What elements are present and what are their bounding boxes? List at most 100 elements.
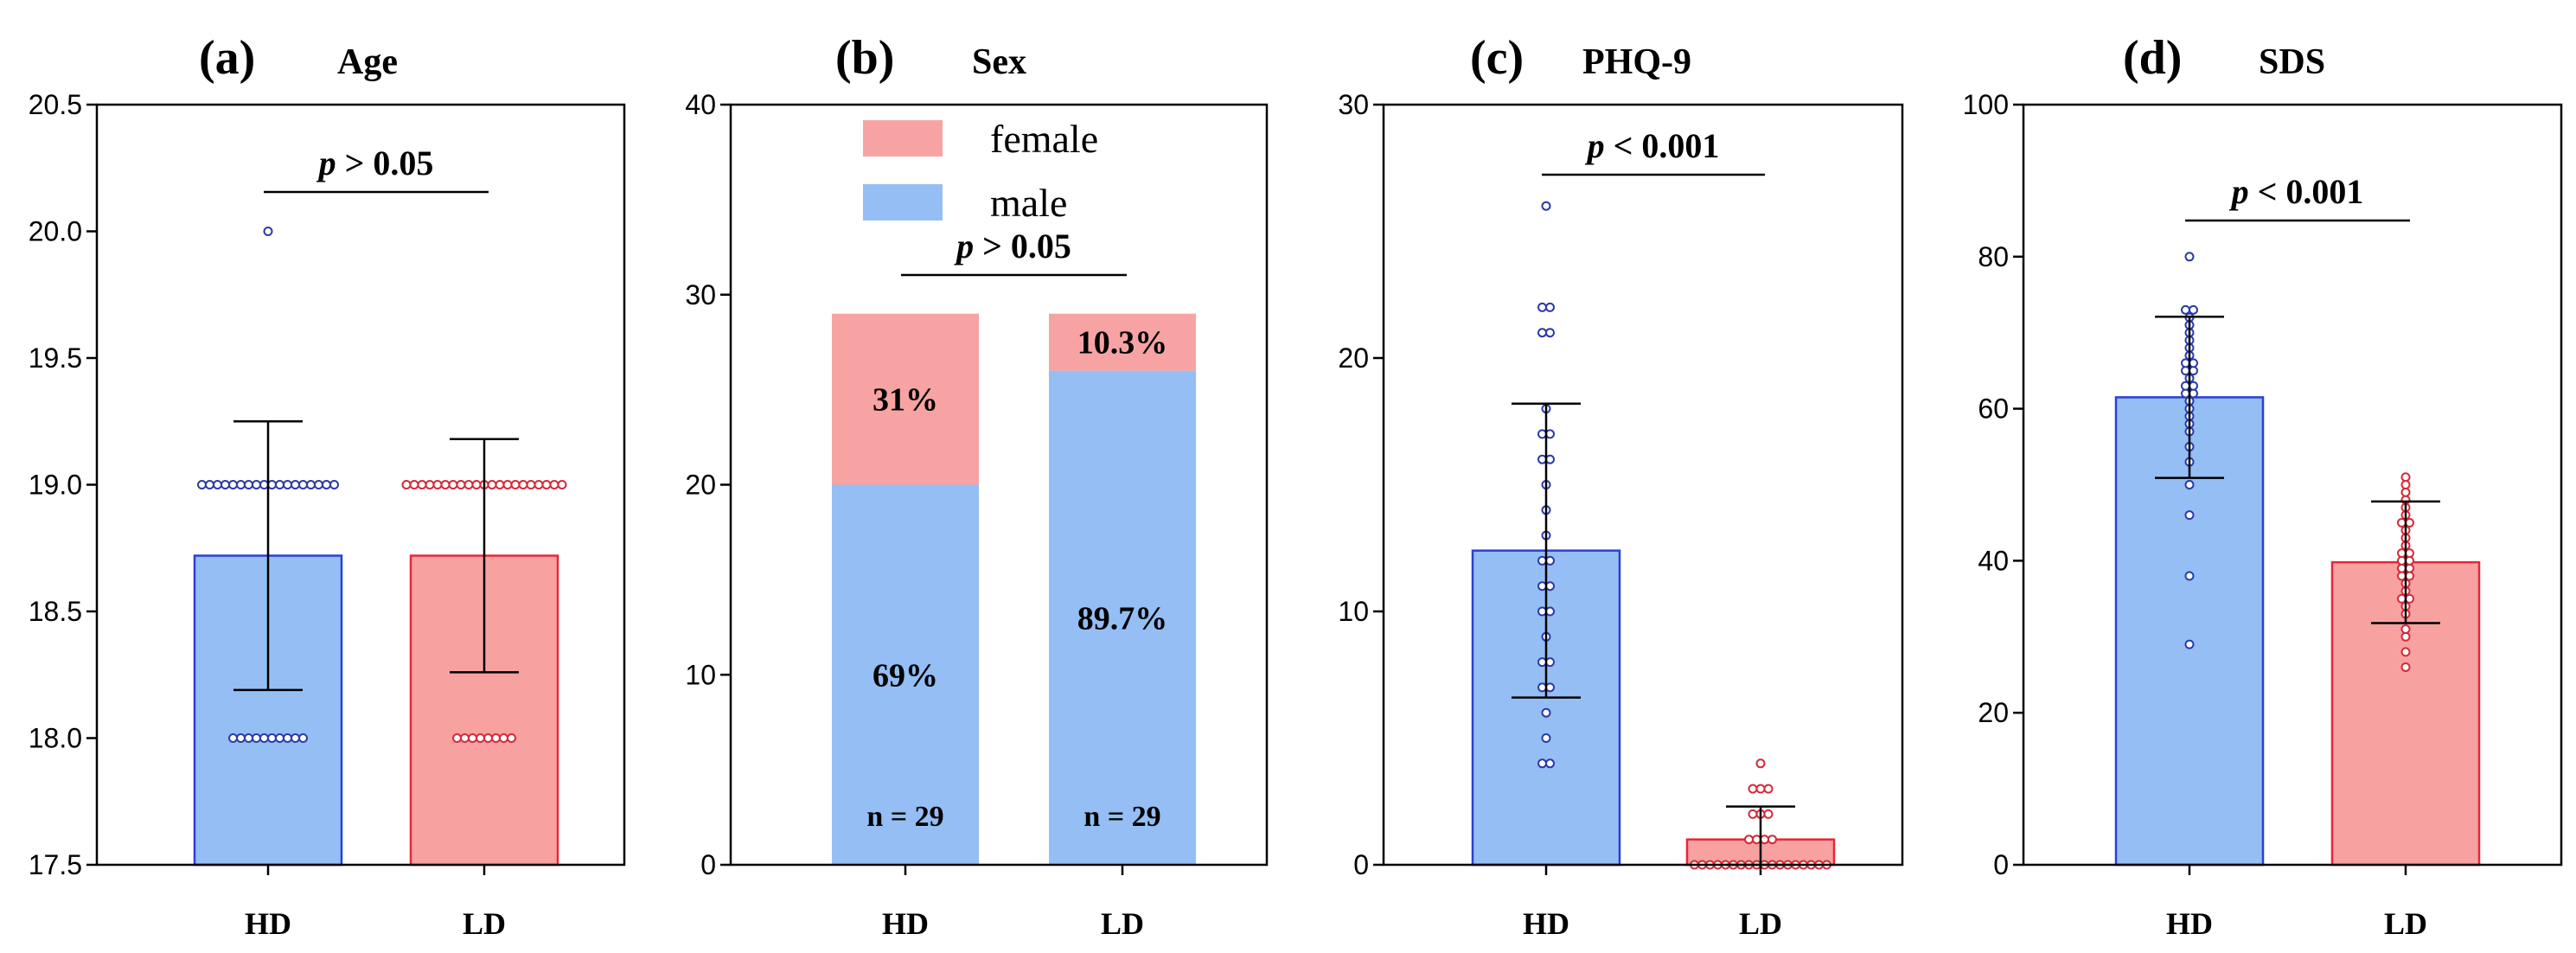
data-point bbox=[2181, 358, 2190, 368]
data-point bbox=[1537, 682, 1547, 693]
data-point bbox=[1763, 784, 1774, 794]
data-point bbox=[259, 480, 269, 489]
legend-swatch-male bbox=[863, 184, 943, 221]
data-point bbox=[425, 480, 435, 489]
percent-label: 89.7% bbox=[1077, 600, 1168, 636]
data-point bbox=[2397, 563, 2407, 573]
x-tick-label-ld: LD bbox=[1101, 906, 1144, 941]
data-point bbox=[2400, 624, 2411, 635]
y-tick-label: 20 bbox=[1978, 697, 2009, 728]
y-tick-label: 0 bbox=[700, 849, 716, 880]
data-point bbox=[409, 480, 419, 489]
data-point bbox=[2189, 381, 2198, 391]
x-tick-label-hd: HD bbox=[245, 906, 291, 941]
panel-age: (a) Age 17.5 18.0 18.5 19.0 19.5 20.0 20.5 HD LD… bbox=[29, 31, 626, 941]
significance-label: p > 0.05 bbox=[954, 227, 1071, 265]
data-point bbox=[507, 733, 516, 743]
data-point bbox=[518, 480, 528, 489]
data-point bbox=[1545, 581, 1555, 592]
data-point bbox=[283, 480, 292, 489]
data-point bbox=[460, 733, 470, 743]
y-tick-label: 0 bbox=[1353, 849, 1369, 880]
data-point bbox=[463, 480, 474, 489]
data-point bbox=[1541, 201, 1551, 211]
data-point bbox=[1545, 429, 1555, 439]
data-point bbox=[221, 480, 230, 489]
data-point bbox=[2400, 472, 2411, 483]
y-tick-label: 20 bbox=[1338, 342, 1369, 374]
data-point bbox=[1760, 835, 1769, 845]
bar-hd-male bbox=[832, 484, 979, 865]
p-symbol: p bbox=[2229, 172, 2249, 211]
data-point bbox=[499, 733, 508, 743]
data-point bbox=[252, 480, 261, 489]
data-point bbox=[2184, 480, 2195, 489]
y-tick-label: 20 bbox=[685, 470, 716, 501]
data-point bbox=[476, 733, 485, 743]
legend-swatch-female bbox=[863, 120, 943, 157]
bar-ld-female bbox=[1049, 313, 1196, 371]
y-tick-label: 100 bbox=[1963, 89, 2009, 120]
y-tick-label: 30 bbox=[685, 279, 716, 310]
data-point bbox=[1755, 784, 1766, 794]
data-point bbox=[291, 480, 300, 489]
y-tick-label: 40 bbox=[1978, 545, 2009, 576]
data-point bbox=[1744, 835, 1754, 845]
data-point bbox=[557, 480, 567, 489]
data-point bbox=[495, 480, 505, 489]
y-tick-label: 17.5 bbox=[29, 849, 82, 880]
data-point bbox=[1537, 606, 1547, 617]
data-point bbox=[471, 480, 482, 489]
data-point bbox=[510, 480, 521, 489]
percent-label: 31% bbox=[873, 382, 938, 419]
data-point bbox=[1545, 302, 1555, 312]
p-comparison: < 0.001 bbox=[2249, 172, 2364, 211]
data-point bbox=[2189, 304, 2198, 315]
x-tick-label-hd: HD bbox=[1523, 906, 1569, 941]
p-comparison: > 0.05 bbox=[974, 227, 1071, 265]
data-point bbox=[440, 480, 451, 489]
percent-label: 10.3% bbox=[1077, 325, 1168, 361]
data-point bbox=[2400, 487, 2411, 497]
panel-sds: (d) SDS 0 20 40 60 80 100 HD LD p < 0.001 bbox=[1963, 31, 2563, 941]
y-tick-label: 20.5 bbox=[29, 89, 82, 120]
bar-ld-male bbox=[1049, 370, 1196, 865]
data-point bbox=[2405, 593, 2414, 604]
plot-frame bbox=[1382, 103, 1904, 867]
data-point bbox=[2181, 381, 2190, 391]
data-point bbox=[526, 480, 536, 489]
y-tick-label: 10 bbox=[685, 659, 716, 690]
data-point bbox=[267, 480, 277, 489]
data-point bbox=[2405, 571, 2414, 581]
data-point bbox=[2181, 388, 2190, 399]
data-point bbox=[2400, 631, 2411, 642]
data-point bbox=[1752, 835, 1761, 845]
data-point bbox=[487, 480, 497, 489]
data-point bbox=[205, 480, 214, 489]
data-point bbox=[1537, 657, 1547, 668]
y-tick-label: 30 bbox=[1338, 89, 1369, 120]
data-point bbox=[322, 480, 331, 489]
data-point bbox=[244, 733, 253, 743]
data-point bbox=[275, 480, 284, 489]
data-point bbox=[417, 480, 427, 489]
data-point bbox=[2189, 388, 2198, 399]
panel-letter: (b) bbox=[835, 31, 894, 85]
data-point bbox=[2405, 517, 2414, 528]
significance-label: p > 0.05 bbox=[316, 144, 434, 182]
data-point bbox=[2400, 662, 2411, 672]
y-tick-label: 10 bbox=[1338, 596, 1369, 627]
y-tick-label: 60 bbox=[1978, 393, 2009, 425]
data-point bbox=[534, 480, 544, 489]
data-point bbox=[291, 733, 300, 743]
data-point bbox=[306, 480, 316, 489]
y-tick-label: 18.0 bbox=[29, 723, 82, 754]
n-label: n = 29 bbox=[1083, 801, 1160, 833]
data-point bbox=[236, 733, 246, 743]
data-point bbox=[1763, 809, 1774, 819]
data-point bbox=[2397, 517, 2407, 528]
data-point bbox=[1537, 758, 1547, 769]
data-point bbox=[456, 480, 466, 489]
significance-label: p < 0.001 bbox=[1585, 126, 1720, 165]
data-point bbox=[401, 480, 412, 489]
